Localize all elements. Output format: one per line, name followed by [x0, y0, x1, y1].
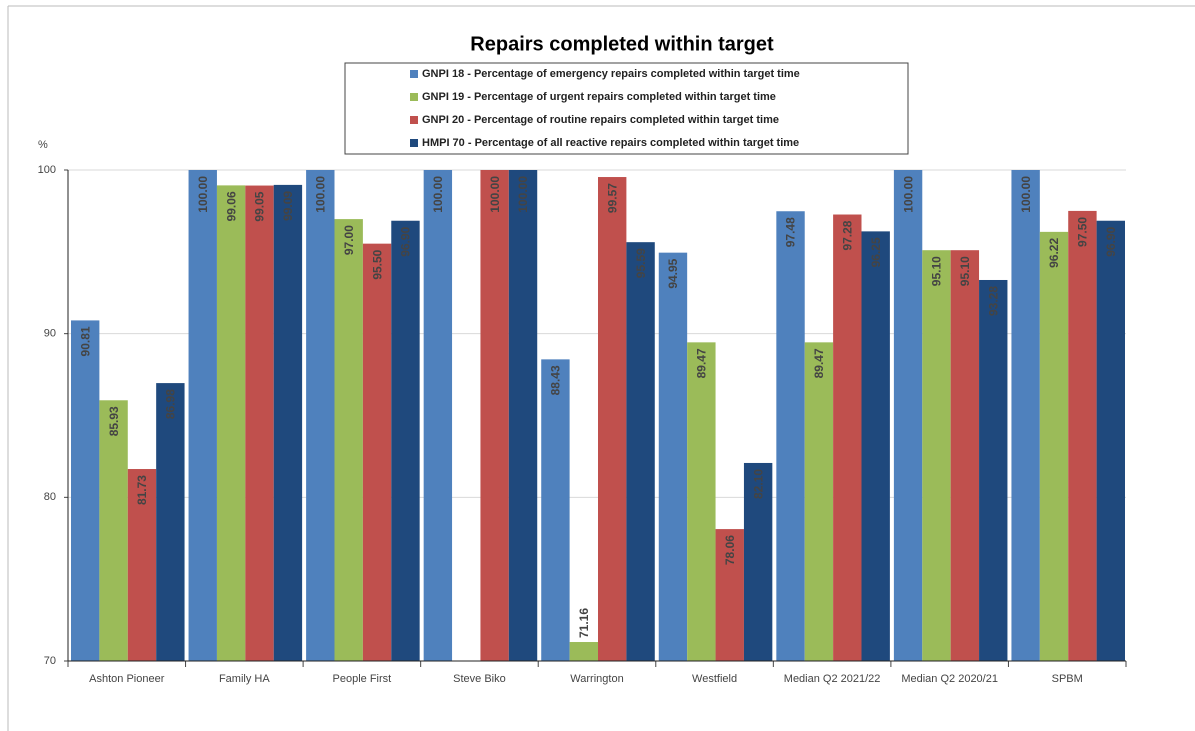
bar	[423, 170, 453, 661]
legend-label: HMPI 70 - Percentage of all reactive rep…	[422, 137, 799, 149]
bar	[743, 462, 773, 661]
value-label: 89.47	[695, 348, 709, 378]
value-label: 85.93	[107, 406, 121, 436]
bar	[273, 184, 303, 661]
bar	[156, 383, 185, 661]
value-label: 96.90	[399, 226, 413, 256]
bar	[598, 177, 627, 662]
legend-label: GNPI 18 - Percentage of emergency repair…	[422, 68, 800, 80]
value-label: 89.47	[812, 348, 826, 378]
bar	[626, 242, 655, 661]
value-label: 94.95	[666, 258, 680, 288]
value-label: 100.00	[901, 176, 915, 213]
value-label: 93.28	[986, 286, 1000, 316]
legend-box	[344, 62, 909, 155]
value-label: 100.00	[431, 176, 445, 213]
value-label: 97.28	[840, 220, 854, 250]
legend-swatch	[410, 93, 418, 101]
bar	[362, 243, 392, 661]
bar	[861, 231, 890, 661]
bar	[391, 220, 420, 661]
y-tick-label: 70	[44, 655, 56, 667]
bar	[893, 170, 923, 661]
bar	[1096, 220, 1125, 661]
bar	[480, 170, 509, 661]
y-tick-label: 90	[44, 328, 56, 340]
value-label: 95.10	[958, 256, 972, 286]
bar	[833, 214, 862, 661]
value-label: 81.73	[135, 475, 149, 505]
value-label: 88.43	[549, 365, 563, 395]
bar	[950, 250, 980, 662]
value-label: 99.05	[253, 191, 267, 221]
bar	[569, 642, 598, 661]
value-label: 99.57	[605, 183, 619, 213]
value-label: 96.90	[1104, 226, 1118, 256]
value-label: 95.10	[930, 256, 944, 286]
bar	[71, 320, 100, 661]
bar	[334, 219, 363, 661]
bar	[508, 170, 538, 661]
value-label: 97.50	[1076, 217, 1090, 247]
bar	[658, 252, 688, 661]
value-label: 100.00	[488, 176, 502, 213]
bar	[804, 342, 834, 661]
value-label: 95.59	[634, 248, 648, 278]
x-tick-label: Family HA	[219, 673, 270, 685]
bar	[99, 400, 128, 661]
bar	[245, 185, 274, 661]
bar	[979, 279, 1008, 661]
bar	[715, 529, 744, 661]
x-tick-label: Median Q2 2021/22	[784, 673, 881, 685]
value-label: 97.00	[342, 225, 356, 255]
value-label: 99.06	[224, 191, 238, 221]
value-label: 97.48	[784, 217, 798, 247]
bar	[127, 469, 157, 661]
value-label: 100.00	[313, 176, 327, 213]
y-axis-unit: %	[38, 139, 48, 151]
bar	[1011, 170, 1040, 661]
bar	[776, 211, 805, 661]
legend-swatch	[410, 116, 418, 124]
legend-label: GNPI 20 - Percentage of routine repairs …	[422, 114, 779, 126]
value-label: 99.09	[281, 191, 295, 221]
value-label: 100.00	[196, 176, 210, 213]
x-tick-label: Steve Biko	[453, 673, 506, 685]
x-tick-label: Westfield	[692, 673, 737, 685]
chart-title: Repairs completed within target	[470, 33, 774, 55]
value-label: 90.81	[78, 326, 92, 356]
value-label: 96.25	[869, 237, 883, 267]
bar	[188, 170, 217, 661]
value-label: 100.00	[516, 176, 530, 213]
value-label: 71.16	[577, 608, 591, 638]
value-label: 96.22	[1047, 238, 1061, 268]
bar	[1068, 210, 1097, 661]
legend-swatch	[410, 139, 418, 147]
x-tick-label: Ashton Pioneer	[89, 673, 165, 685]
x-tick-label: Warrington	[570, 673, 623, 685]
value-label: 100.00	[1019, 176, 1033, 213]
y-tick-label: 80	[44, 491, 56, 503]
x-tick-label: SPBM	[1052, 673, 1083, 685]
bar	[922, 250, 951, 662]
value-label: 78.06	[723, 535, 737, 565]
legend-swatch	[410, 70, 418, 78]
legend-label: GNPI 19 - Percentage of urgent repairs c…	[422, 91, 776, 103]
x-tick-label: Median Q2 2020/21	[901, 673, 998, 685]
bar	[216, 185, 246, 661]
value-label: 95.50	[370, 249, 384, 279]
x-tick-label: People First	[333, 673, 392, 685]
bar	[687, 342, 716, 661]
bar	[541, 359, 570, 661]
y-tick-label: 100	[38, 164, 56, 176]
bar	[306, 170, 335, 661]
value-label: 82.10	[751, 469, 765, 499]
value-label: 86.98	[164, 389, 178, 419]
bar	[1039, 231, 1069, 661]
